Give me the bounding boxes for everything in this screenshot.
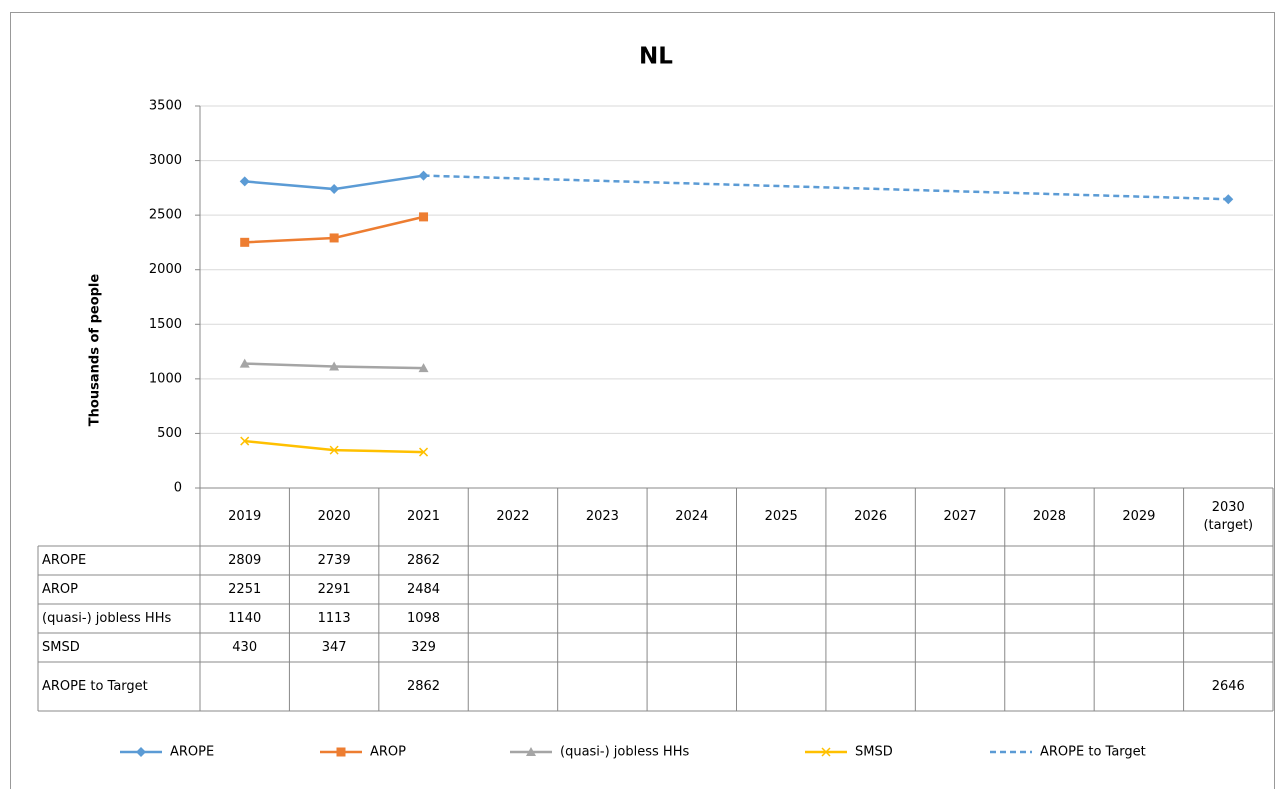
x-tick-cell: 2030 (target) — [1184, 488, 1273, 546]
legend-marker — [526, 747, 536, 756]
x-tick-label: 2028 — [1032, 509, 1066, 524]
x-tick-label: 2023 — [585, 509, 619, 524]
table-value: 1098 — [407, 611, 440, 626]
marker — [329, 361, 340, 371]
marker — [418, 363, 429, 373]
x-tick-box: 2023 — [558, 488, 647, 546]
x-tick-box: 2024 — [647, 488, 736, 546]
table-value: 2862 — [407, 679, 440, 694]
x-tick-box: 2020 — [289, 488, 378, 546]
table-row-label: AROPE to Target — [42, 679, 148, 694]
x-tick-label: 2022 — [496, 509, 530, 524]
y-tick-label: 3000 — [149, 153, 182, 168]
x-tick-cell: 2025 — [737, 488, 826, 546]
marker — [136, 747, 146, 757]
x-tick-cell: 2028 — [1005, 488, 1094, 546]
x-tick-cell: 2020 — [289, 488, 378, 546]
y-tick-label: 1000 — [149, 371, 182, 386]
table-row-label: AROPE — [42, 553, 86, 568]
x-tick-cell: 2027 — [915, 488, 1004, 546]
table-value: 329 — [411, 640, 436, 655]
legend-marker — [136, 747, 146, 757]
table-value: 2809 — [228, 553, 261, 568]
marker — [526, 747, 536, 756]
table-value: 2862 — [407, 553, 440, 568]
chart-title: NL — [639, 44, 673, 70]
x-tick-label: 2026 — [854, 509, 888, 524]
marker — [329, 445, 339, 455]
table-row-label: (quasi-) jobless HHs — [42, 611, 171, 626]
legend-marker — [821, 747, 831, 757]
y-tick-label: 2500 — [149, 208, 182, 223]
y-tick-label: 500 — [157, 426, 182, 441]
table-value: 2646 — [1212, 679, 1245, 694]
marker — [419, 212, 429, 222]
marker — [1223, 194, 1234, 205]
table-value: 347 — [322, 640, 347, 655]
series-line — [423, 174, 1229, 201]
marker — [240, 436, 250, 446]
marker — [419, 447, 429, 457]
x-tick-box: 2025 — [737, 488, 826, 546]
legend-marker — [336, 747, 346, 757]
table-value: 430 — [232, 640, 257, 655]
legend-label: AROP — [370, 745, 406, 760]
x-tick-cell: 2022 — [468, 488, 557, 546]
x-tick-label: 2027 — [943, 509, 977, 524]
x-tick-label: 2030 (target) — [1203, 500, 1254, 533]
x-tick-label: 2020 — [317, 509, 351, 524]
x-tick-label: 2025 — [764, 509, 798, 524]
marker — [821, 747, 831, 757]
y-tick-label: 0 — [174, 481, 182, 496]
marker — [329, 233, 339, 243]
legend-label: AROPE — [170, 745, 214, 760]
table-value: 1113 — [318, 611, 351, 626]
x-tick-cell: 2029 — [1094, 488, 1183, 546]
marker — [336, 747, 346, 757]
x-tick-box: 2027 — [915, 488, 1004, 546]
chart-border — [10, 12, 1275, 789]
x-tick-box: 2030 (target) — [1184, 488, 1273, 546]
y-tick-label: 1500 — [149, 317, 182, 332]
y-tick-label: 3500 — [149, 99, 182, 114]
x-tick-label: 2021 — [406, 509, 441, 524]
x-tick-box: 2021 — [379, 488, 468, 546]
marker — [240, 237, 250, 247]
table-value: 2251 — [228, 582, 261, 597]
table-row-label: AROP — [42, 582, 78, 597]
x-tick-label: 2019 — [228, 509, 262, 524]
legend-label: AROPE to Target — [1040, 745, 1146, 760]
x-tick-cell: 2024 — [647, 488, 736, 546]
legend-label: (quasi-) jobless HHs — [560, 745, 689, 760]
table-value: 2291 — [318, 582, 351, 597]
x-tick-box: 2022 — [468, 488, 557, 546]
x-tick-box: 2019 — [200, 488, 289, 546]
legend-label: SMSD — [855, 745, 893, 760]
x-tick-box: 2029 — [1094, 488, 1183, 546]
x-tick-cell: 2019 — [200, 488, 289, 546]
x-tick-cell: 2026 — [826, 488, 915, 546]
x-tick-cell: 2021 — [379, 488, 468, 546]
x-tick-label: 2024 — [675, 509, 709, 524]
table-value: 2739 — [318, 553, 351, 568]
x-tick-box: 2028 — [1005, 488, 1094, 546]
marker — [239, 176, 250, 187]
marker — [329, 184, 340, 195]
y-tick-label: 2000 — [149, 262, 182, 277]
table-row-label: SMSD — [42, 640, 80, 655]
x-tick-box: 2026 — [826, 488, 915, 546]
x-tick-label: 2029 — [1122, 509, 1156, 524]
x-tick-cell: 2023 — [558, 488, 647, 546]
marker — [239, 358, 250, 368]
table-value: 2484 — [407, 582, 440, 597]
y-axis-label: Thousands of people — [88, 274, 103, 427]
table-value: 1140 — [228, 611, 261, 626]
